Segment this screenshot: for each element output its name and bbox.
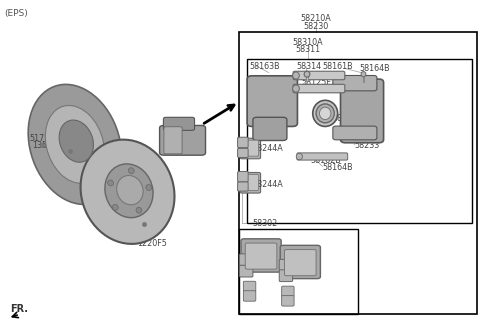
Text: 58210A: 58210A <box>300 14 331 23</box>
Ellipse shape <box>313 100 337 126</box>
Ellipse shape <box>316 104 334 123</box>
Text: 58390C: 58390C <box>52 154 83 164</box>
Text: 58390B: 58390B <box>52 148 83 157</box>
Ellipse shape <box>146 185 152 191</box>
FancyBboxPatch shape <box>253 117 287 140</box>
FancyBboxPatch shape <box>240 173 261 193</box>
FancyBboxPatch shape <box>242 174 259 191</box>
FancyBboxPatch shape <box>241 239 281 272</box>
Text: (EPS): (EPS) <box>4 9 28 18</box>
Text: 58233: 58233 <box>355 141 380 150</box>
FancyBboxPatch shape <box>282 286 294 297</box>
Ellipse shape <box>296 153 302 160</box>
Ellipse shape <box>28 84 121 204</box>
FancyBboxPatch shape <box>164 127 182 154</box>
FancyBboxPatch shape <box>279 259 293 271</box>
Text: 58244A: 58244A <box>252 180 283 189</box>
Text: 58230: 58230 <box>303 22 328 31</box>
Ellipse shape <box>108 180 113 186</box>
Text: 58163B: 58163B <box>250 62 280 71</box>
FancyBboxPatch shape <box>163 117 194 130</box>
Text: 58232: 58232 <box>333 114 358 123</box>
Ellipse shape <box>81 140 175 244</box>
Bar <box>247 59 472 223</box>
FancyBboxPatch shape <box>293 71 345 80</box>
FancyBboxPatch shape <box>238 182 248 191</box>
Bar <box>306 73 308 81</box>
Text: 1220F5: 1220F5 <box>138 238 168 248</box>
FancyBboxPatch shape <box>282 296 294 306</box>
Text: 58302: 58302 <box>252 219 278 228</box>
FancyBboxPatch shape <box>247 76 298 126</box>
Text: 51711: 51711 <box>29 134 55 143</box>
Ellipse shape <box>117 175 143 205</box>
Text: FR.: FR. <box>10 304 28 314</box>
FancyBboxPatch shape <box>333 126 377 140</box>
FancyBboxPatch shape <box>280 245 321 279</box>
Text: 58244A: 58244A <box>252 144 283 153</box>
FancyBboxPatch shape <box>240 254 253 266</box>
Ellipse shape <box>112 204 118 210</box>
Ellipse shape <box>45 106 105 183</box>
Bar <box>363 73 364 82</box>
Text: 1351JD: 1351JD <box>32 141 60 150</box>
FancyBboxPatch shape <box>297 153 348 160</box>
Ellipse shape <box>136 207 142 213</box>
FancyBboxPatch shape <box>238 137 248 148</box>
FancyBboxPatch shape <box>238 148 248 157</box>
FancyBboxPatch shape <box>242 140 259 156</box>
Ellipse shape <box>293 72 300 79</box>
Ellipse shape <box>128 168 134 174</box>
FancyBboxPatch shape <box>159 125 205 155</box>
Text: 58314: 58314 <box>297 62 322 71</box>
FancyBboxPatch shape <box>245 243 277 269</box>
FancyBboxPatch shape <box>240 138 261 159</box>
Ellipse shape <box>293 85 300 92</box>
Text: 58125F: 58125F <box>301 78 331 87</box>
Ellipse shape <box>320 107 331 120</box>
Text: 58125: 58125 <box>305 85 330 94</box>
Ellipse shape <box>105 164 153 218</box>
Text: 58161B: 58161B <box>323 62 353 71</box>
FancyBboxPatch shape <box>240 265 253 277</box>
FancyBboxPatch shape <box>238 172 248 182</box>
Text: 58310A: 58310A <box>293 38 323 47</box>
FancyBboxPatch shape <box>285 250 316 276</box>
Text: 58311: 58311 <box>295 45 321 54</box>
Text: 58411D: 58411D <box>130 183 161 192</box>
FancyBboxPatch shape <box>243 291 256 301</box>
Text: 58164B: 58164B <box>360 64 390 73</box>
FancyBboxPatch shape <box>293 84 345 93</box>
FancyBboxPatch shape <box>279 270 293 281</box>
Text: 58162B: 58162B <box>311 156 342 165</box>
Bar <box>239 32 477 314</box>
FancyBboxPatch shape <box>333 75 377 91</box>
FancyBboxPatch shape <box>243 281 256 292</box>
Ellipse shape <box>59 120 94 162</box>
Ellipse shape <box>361 72 366 77</box>
FancyBboxPatch shape <box>340 79 384 143</box>
Ellipse shape <box>304 71 310 77</box>
Bar <box>239 229 358 314</box>
Text: 58164B: 58164B <box>323 163 353 172</box>
